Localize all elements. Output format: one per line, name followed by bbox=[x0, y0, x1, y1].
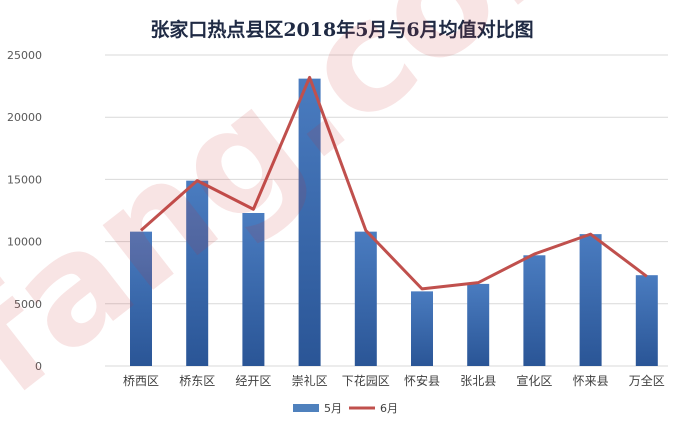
x-category-label: 万全区 bbox=[629, 373, 665, 388]
bar-3 bbox=[242, 212, 265, 366]
x-category-label: 宣化区 bbox=[516, 373, 552, 388]
y-tick-label: 25000 bbox=[7, 49, 42, 62]
bar-7 bbox=[467, 283, 490, 366]
bar-4 bbox=[298, 78, 321, 367]
bar-10 bbox=[635, 275, 658, 366]
line-series-6 bbox=[140, 75, 648, 291]
x-category-label: 经开区 bbox=[235, 374, 271, 388]
x-category-label: 张北县 bbox=[460, 374, 496, 388]
y-tick-label: 15000 bbox=[7, 173, 42, 186]
y-tick-label: 20000 bbox=[7, 111, 42, 124]
y-tick-label: 0 bbox=[35, 360, 42, 373]
bar-1 bbox=[130, 231, 152, 366]
y-tick-label: 10000 bbox=[7, 236, 42, 249]
legend: 5月 6月 bbox=[293, 402, 398, 415]
x-category-label: 崇礼区 bbox=[292, 373, 328, 388]
y-tick-label: 5000 bbox=[14, 298, 42, 311]
bar-5 bbox=[354, 231, 377, 366]
bar-8 bbox=[523, 255, 546, 366]
bar-2 bbox=[186, 180, 209, 366]
x-category-label: 怀安县 bbox=[404, 373, 440, 388]
legend-5-swatch bbox=[293, 404, 319, 412]
x-category-label: 桥西区 bbox=[123, 374, 159, 388]
legend-5-label: 5月 bbox=[324, 402, 342, 415]
x-axis-categories: 桥西区 桥东区 经开区 崇礼区 下花园区 怀安县 张北县 宣化区 怀来县 万全区 bbox=[123, 373, 665, 388]
x-category-label: 桥东区 bbox=[179, 374, 215, 388]
chart-title: 张家口热点县区2018年5月与6月均值对比图 bbox=[150, 18, 533, 41]
legend-6-label: 6月 bbox=[380, 402, 398, 415]
bar-9 bbox=[579, 234, 602, 366]
gridlines bbox=[105, 54, 668, 367]
x-category-label: 下花园区 bbox=[342, 373, 390, 388]
y-axis-ticks: 0 5000 10000 15000 20000 25000 bbox=[7, 49, 42, 373]
x-category-label: 怀来县 bbox=[573, 374, 609, 388]
series-5-bars bbox=[130, 78, 658, 367]
bar-6 bbox=[411, 291, 433, 366]
series-6-line bbox=[140, 75, 648, 291]
